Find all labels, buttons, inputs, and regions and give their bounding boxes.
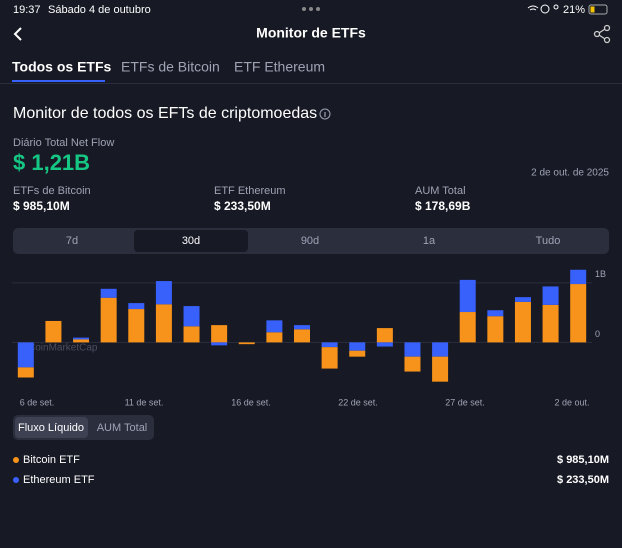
bar-segment xyxy=(432,356,449,382)
stat-label: ETF Ethereum xyxy=(214,185,286,197)
bar-segment xyxy=(570,284,587,343)
bar-segment xyxy=(73,339,90,343)
bar-segment xyxy=(487,310,504,317)
range-button[interactable]: 7d xyxy=(66,235,78,247)
bar-segment xyxy=(155,281,172,305)
x-tick-label: 27 de set. xyxy=(445,397,485,407)
stat-value: $ 985,10M xyxy=(13,199,70,213)
bar-segment xyxy=(349,350,366,357)
x-tick-label: 22 de set. xyxy=(338,397,378,407)
bar-segment xyxy=(349,342,366,351)
x-tick-label: 2 de out. xyxy=(554,397,589,407)
bar-segment xyxy=(183,306,200,327)
bar-segment xyxy=(17,342,34,368)
back-button[interactable] xyxy=(13,27,22,41)
bar-segment xyxy=(376,342,393,347)
legend-marker xyxy=(13,457,19,463)
battery-icon xyxy=(588,4,608,15)
bar-segment xyxy=(294,325,310,330)
bar-segment xyxy=(73,337,90,340)
range-button[interactable]: 1a xyxy=(423,235,436,247)
bar-segment xyxy=(542,304,559,343)
section-title: Monitor de todos os EFTs de criptomoedas xyxy=(13,105,317,122)
bar-segment xyxy=(321,342,338,348)
bar-segment xyxy=(183,326,200,343)
stat-label: AUM Total xyxy=(415,185,466,197)
tab[interactable]: ETF Ethereum xyxy=(234,59,325,75)
bars xyxy=(17,269,587,382)
range-selected xyxy=(134,230,248,252)
bar-segment xyxy=(432,342,449,357)
toggle-selected xyxy=(15,417,88,438)
status-date: Sábado 4 de outubro xyxy=(48,4,151,16)
bar-segment xyxy=(211,325,228,343)
bar-segment xyxy=(128,309,145,343)
x-tick-label: 11 de set. xyxy=(125,397,164,407)
legend-value: $ 985,10M xyxy=(557,454,609,466)
range-button[interactable]: 90d xyxy=(301,235,319,247)
bar-segment xyxy=(376,328,393,343)
y-tick-label: 0 xyxy=(595,329,600,339)
legend-value: $ 233,50M xyxy=(557,474,609,486)
legend-label: Bitcoin ETF xyxy=(23,454,80,466)
bar-segment xyxy=(404,356,421,372)
header-title: Monitor de ETFs xyxy=(256,25,366,41)
tab[interactable]: Todos os ETFs xyxy=(12,59,112,75)
stat-label: ETFs de Bitcoin xyxy=(13,185,91,197)
divider xyxy=(0,83,622,84)
tab-indicator xyxy=(12,80,105,82)
info-icon[interactable] xyxy=(319,108,331,120)
bar-segment xyxy=(266,320,283,333)
bar-segment xyxy=(238,342,255,345)
tab[interactable]: ETFs de Bitcoin xyxy=(121,59,220,75)
status-time: 19:37 xyxy=(13,4,41,16)
x-tick-label: 6 de set. xyxy=(20,397,55,407)
multitask-dots xyxy=(302,7,320,11)
legend-label: Ethereum ETF xyxy=(23,474,95,486)
watermark: CoinMarketCap xyxy=(28,343,98,354)
bar-segment xyxy=(17,367,34,378)
toggle-button[interactable]: Fluxo Líquido xyxy=(18,422,84,434)
stat-value: $ 178,69B xyxy=(415,199,471,213)
date: 2 de out. de 2025 xyxy=(531,168,609,179)
bar-segment xyxy=(100,288,117,298)
flow-label: Diário Total Net Flow xyxy=(13,137,114,149)
bar-segment xyxy=(128,303,145,310)
share-button[interactable] xyxy=(593,24,611,44)
bar-segment xyxy=(487,316,504,343)
bar-segment xyxy=(404,342,421,357)
bar-segment xyxy=(570,269,587,285)
x-labels: 6 de set. 11 de set. 16 de set. 22 de set. 2… xyxy=(20,397,590,407)
toggle-button[interactable]: AUM Total xyxy=(97,422,148,434)
bar-segment xyxy=(155,304,172,343)
bar-segment xyxy=(45,320,62,343)
bar-segment xyxy=(100,297,117,343)
bar-segment xyxy=(459,279,476,313)
bar-segment xyxy=(321,347,338,369)
x-tick-label: 16 de set. xyxy=(231,397,271,407)
y-tick-label: 1B xyxy=(595,269,606,279)
bar-segment xyxy=(294,329,310,343)
bar-segment xyxy=(211,342,228,346)
flow-value: $ 1,21B xyxy=(13,150,90,175)
status-icons xyxy=(527,4,559,14)
legend-marker xyxy=(13,477,19,483)
bar-segment xyxy=(514,297,531,302)
stat-value: $ 233,50M xyxy=(214,199,271,213)
bar-segment xyxy=(514,301,531,343)
bar-segment xyxy=(266,332,283,343)
range-button[interactable]: 30d xyxy=(182,235,200,247)
legend: Bitcoin ETF $ 985,10M Ethereum ETF $ 233,50… xyxy=(13,454,609,486)
bar-segment xyxy=(542,286,559,305)
status-battery: 21% xyxy=(563,4,585,16)
bar-segment xyxy=(459,312,476,343)
range-button[interactable]: Tudo xyxy=(536,235,561,247)
